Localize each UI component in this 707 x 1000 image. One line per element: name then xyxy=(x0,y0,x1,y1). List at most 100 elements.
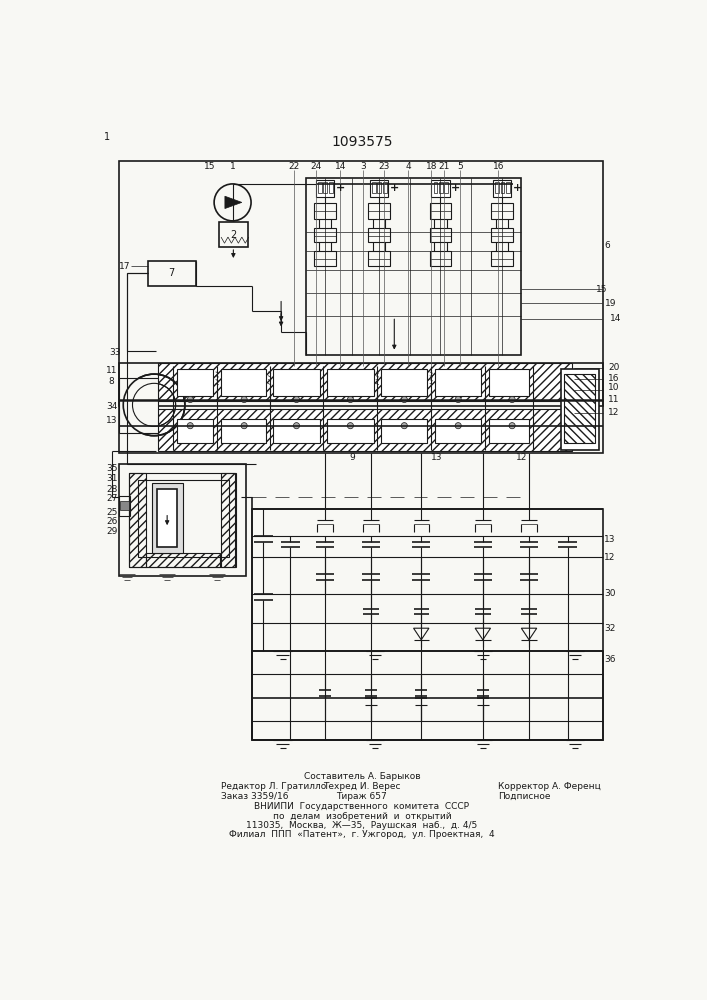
Text: Составитель А. Барыков: Составитель А. Барыков xyxy=(303,772,420,781)
Bar xyxy=(501,182,504,193)
Bar xyxy=(158,409,572,451)
Bar xyxy=(430,251,451,266)
Bar xyxy=(221,369,266,396)
Text: 8: 8 xyxy=(109,377,115,386)
Bar xyxy=(177,369,214,396)
Text: 23: 23 xyxy=(378,162,390,171)
Text: 1: 1 xyxy=(104,132,110,142)
Text: 12: 12 xyxy=(604,553,616,562)
Bar xyxy=(493,180,511,197)
Circle shape xyxy=(293,423,300,429)
Bar xyxy=(491,203,513,219)
Circle shape xyxy=(347,423,354,429)
Text: Техред И. Верес: Техред И. Верес xyxy=(323,782,401,791)
Bar xyxy=(561,369,599,450)
Bar xyxy=(146,553,219,567)
Text: +: + xyxy=(513,183,522,193)
Bar xyxy=(138,480,229,557)
Text: 9: 9 xyxy=(349,453,355,462)
Text: 11: 11 xyxy=(608,395,619,404)
Text: 18: 18 xyxy=(426,162,437,171)
Text: 26: 26 xyxy=(106,517,117,526)
Text: +: + xyxy=(336,183,345,193)
Bar xyxy=(274,369,320,396)
Text: 1: 1 xyxy=(230,162,235,171)
Bar xyxy=(491,251,513,266)
Bar xyxy=(274,419,320,443)
Text: 12: 12 xyxy=(608,408,619,417)
Text: 24: 24 xyxy=(310,162,322,171)
Text: 31: 31 xyxy=(106,474,117,483)
Bar xyxy=(444,182,448,193)
Bar xyxy=(435,419,481,443)
Text: 16: 16 xyxy=(608,374,619,383)
Circle shape xyxy=(455,396,461,403)
Bar xyxy=(158,363,572,401)
Bar xyxy=(318,182,322,193)
Bar xyxy=(314,228,336,242)
Text: 34: 34 xyxy=(106,402,117,411)
Text: 19: 19 xyxy=(605,299,617,308)
Bar xyxy=(129,473,146,567)
Text: Подписное: Подписное xyxy=(498,792,551,801)
Bar xyxy=(431,180,450,197)
Bar xyxy=(119,496,130,516)
Text: 30: 30 xyxy=(604,589,616,598)
Circle shape xyxy=(509,423,515,429)
Bar xyxy=(495,182,499,193)
Bar xyxy=(177,419,214,443)
Text: Редактор Л. Гратилло: Редактор Л. Гратилло xyxy=(221,782,327,791)
Bar xyxy=(129,473,236,567)
Text: 16: 16 xyxy=(493,162,504,171)
Text: 20: 20 xyxy=(608,363,619,372)
Bar xyxy=(564,374,595,443)
Text: 36: 36 xyxy=(604,654,616,664)
Bar xyxy=(221,419,266,443)
Bar xyxy=(119,363,603,453)
Text: ВНИИПИ  Государственного  комитета  СССР: ВНИИПИ Государственного комитета СССР xyxy=(255,802,469,811)
Circle shape xyxy=(347,396,354,403)
Text: Тираж 657: Тираж 657 xyxy=(337,792,387,801)
Text: Заказ 3359/16: Заказ 3359/16 xyxy=(221,792,288,801)
Text: 17: 17 xyxy=(119,262,131,271)
Bar xyxy=(329,182,333,193)
Bar xyxy=(119,378,158,433)
Bar xyxy=(381,369,428,396)
Text: 4: 4 xyxy=(405,162,411,171)
Text: 15: 15 xyxy=(204,162,215,171)
Bar xyxy=(378,182,381,193)
Bar xyxy=(430,228,451,242)
Text: 27: 27 xyxy=(106,494,117,503)
Text: +: + xyxy=(451,183,460,193)
Text: 35: 35 xyxy=(106,464,117,473)
Bar xyxy=(119,161,603,406)
Bar xyxy=(439,182,443,193)
Text: 25: 25 xyxy=(106,508,117,517)
Text: 6: 6 xyxy=(604,241,610,250)
Bar xyxy=(489,369,529,396)
Bar xyxy=(314,251,336,266)
Text: 12: 12 xyxy=(515,453,527,462)
Bar xyxy=(491,228,513,242)
Bar xyxy=(316,180,334,197)
Circle shape xyxy=(241,396,247,403)
Bar xyxy=(327,419,373,443)
Bar xyxy=(305,178,521,355)
Bar xyxy=(368,251,390,266)
Bar xyxy=(252,651,603,740)
Bar xyxy=(368,203,390,219)
Text: 1093575: 1093575 xyxy=(331,135,392,149)
Text: 3: 3 xyxy=(361,162,366,171)
Bar xyxy=(324,182,327,193)
Text: 32: 32 xyxy=(604,624,616,633)
Bar xyxy=(221,473,235,567)
Bar xyxy=(435,369,481,396)
Circle shape xyxy=(509,396,515,403)
Circle shape xyxy=(187,396,193,403)
Bar xyxy=(327,369,373,396)
Bar xyxy=(368,228,390,242)
Bar xyxy=(372,182,376,193)
Text: 21: 21 xyxy=(438,162,450,171)
Bar xyxy=(506,182,510,193)
Text: 14: 14 xyxy=(334,162,346,171)
